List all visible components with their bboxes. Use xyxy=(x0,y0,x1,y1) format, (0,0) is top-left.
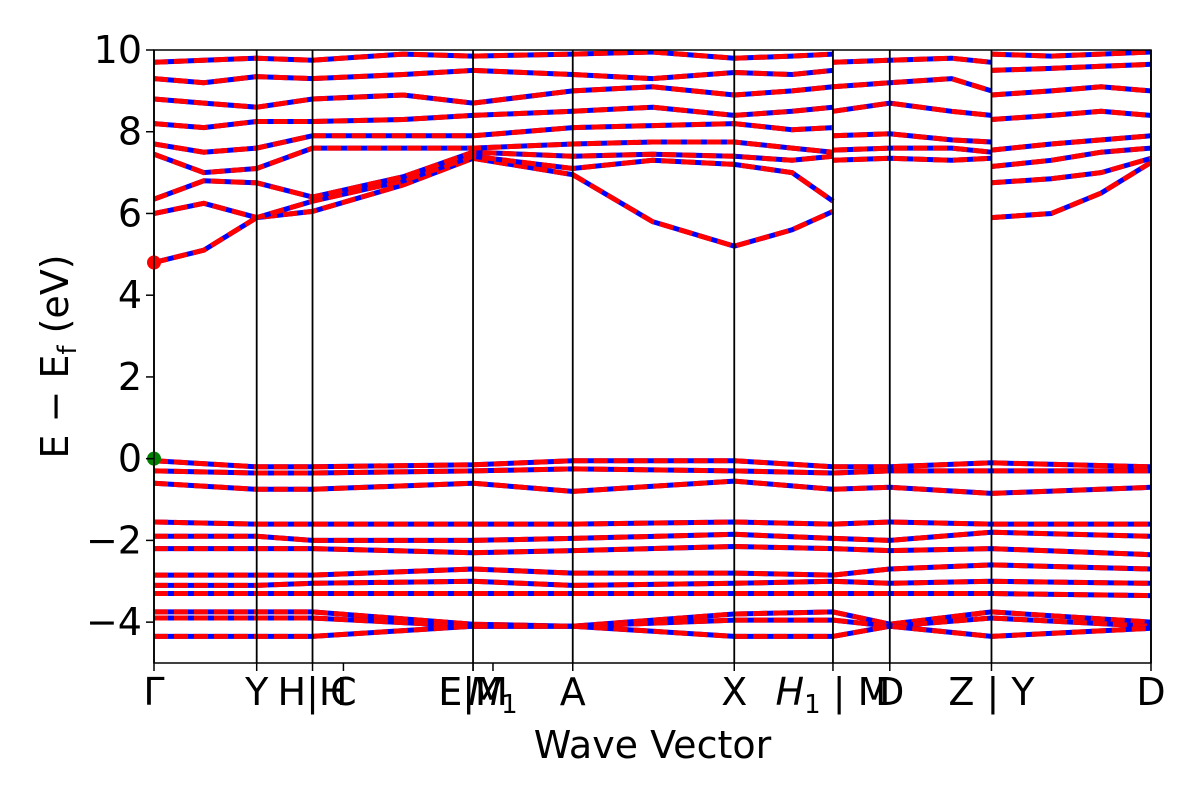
band-line-overlay-9 xyxy=(832,155,992,163)
band-line-overlay-27 xyxy=(154,529,1151,543)
x-tick-label: Z | Y xyxy=(948,670,1035,715)
x-tick-label: X xyxy=(721,670,747,714)
x-tick-label: Γ xyxy=(143,670,164,714)
band-line-overlay-24 xyxy=(154,466,1151,476)
band-line-overlay-14 xyxy=(832,55,992,65)
y-tick-label: 10 xyxy=(94,28,142,72)
x-tick-label: H|H xyxy=(278,670,348,715)
x-tick-label: C xyxy=(330,670,357,714)
band-line-overlay-33 xyxy=(154,615,1151,629)
band-line-overlay-28 xyxy=(154,543,1151,558)
band-line-overlay-8 xyxy=(154,50,834,65)
band-lines xyxy=(154,50,1151,639)
band-line-overlay-12 xyxy=(832,100,992,118)
band-line-overlay-13 xyxy=(832,76,993,94)
band-line-overlay-31 xyxy=(154,591,1151,599)
band-line-overlay-18 xyxy=(991,133,1151,153)
x-tick-label: Y xyxy=(244,670,269,714)
y-tick-label: 4 xyxy=(118,273,142,317)
band-line-overlay-32 xyxy=(154,609,1151,629)
y-axis-label-main: E − E xyxy=(33,355,77,459)
x-tick-label: D xyxy=(1136,670,1165,714)
x-axis-label: Wave Vector xyxy=(534,723,772,767)
x-tick-label: A xyxy=(560,670,586,714)
band-line-overlay-26 xyxy=(154,519,1151,527)
y-tick-label: 8 xyxy=(118,110,142,154)
x-tick-label: E|M xyxy=(438,670,508,715)
band-line-overlay-22 xyxy=(991,50,1151,59)
band-line-overlay-7 xyxy=(154,67,834,86)
band-line-overlay-0 xyxy=(154,155,835,265)
y-axis-label: E − Ef (eV) xyxy=(33,254,83,458)
x-tick-label: D xyxy=(875,670,904,714)
y-tick-label: 2 xyxy=(118,355,142,399)
plot-frame xyxy=(153,49,1152,664)
band-line-overlay-17 xyxy=(991,145,1151,169)
y-tick-label: −2 xyxy=(86,518,142,562)
y-tick-label: 6 xyxy=(118,191,142,235)
band-line-overlay-15 xyxy=(991,160,1151,221)
y-axis-ticks: −4 −2 0 2 4 6 8 10 xyxy=(86,28,154,644)
band-line-overlay-25 xyxy=(154,478,1151,496)
band-line-overlay-11 xyxy=(832,131,992,145)
band-line-overlay-30 xyxy=(154,578,1151,588)
band-line-overlay-5 xyxy=(154,104,834,131)
band-line-overlay-19 xyxy=(991,108,1151,122)
band-line-overlay-29 xyxy=(154,562,1151,578)
band-line-overlay-23 xyxy=(154,458,1151,470)
band-line-overlay-16 xyxy=(991,155,1151,186)
band-line-overlay-21 xyxy=(991,61,1151,73)
x-tick-label: H1 | M xyxy=(776,670,891,720)
band-line-overlay-10 xyxy=(832,145,992,155)
band-line-overlay-34 xyxy=(154,623,1151,639)
x-tick-label: M1 xyxy=(468,670,517,720)
y-axis-label-unit: (eV) xyxy=(33,254,77,345)
band-line-overlay-20 xyxy=(991,84,1151,98)
y-axis-label-sub: f xyxy=(53,345,83,355)
y-tick-label: 0 xyxy=(118,437,142,481)
x-tick-label: E|M xyxy=(438,670,508,715)
band-line-15 xyxy=(991,160,1151,221)
y-tick-label: −4 xyxy=(86,600,142,644)
